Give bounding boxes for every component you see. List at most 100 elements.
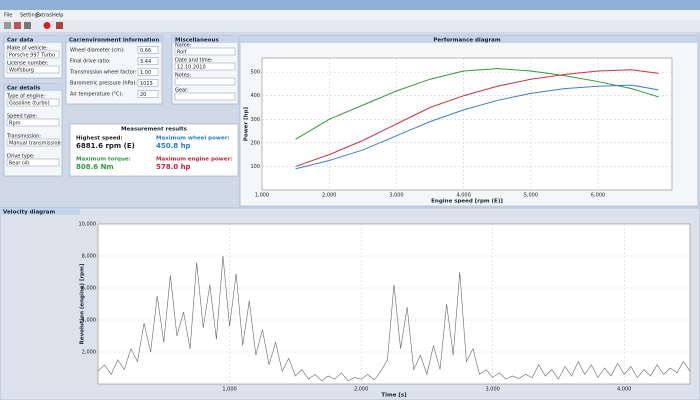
menu-item: File bbox=[4, 13, 12, 19]
plot-area bbox=[261, 57, 673, 191]
field-label: Air temperature (°C): bbox=[70, 92, 123, 98]
menu-item: Settings bbox=[20, 13, 41, 19]
input-value: Wolfsburg bbox=[9, 67, 34, 73]
chart-title: Velocity diagram bbox=[3, 209, 56, 215]
input-field[interactable] bbox=[174, 92, 236, 101]
input-value: 20 bbox=[140, 92, 146, 98]
field-label: License number: bbox=[7, 61, 49, 67]
result-value: 578.0 hp bbox=[156, 163, 191, 171]
x-tick-label: 5,000 bbox=[524, 193, 538, 199]
y-tick-label: 400 bbox=[250, 93, 260, 99]
field-label: Wheel diameter (cm): bbox=[70, 48, 125, 54]
y-tick-label: 8,000 bbox=[82, 254, 96, 260]
x-axis-label: Engine speed [rpm (E)] bbox=[431, 199, 503, 205]
input-field[interactable] bbox=[6, 65, 60, 74]
x-tick-label: 1,000 bbox=[255, 193, 269, 199]
y-tick-label: 300 bbox=[250, 117, 260, 123]
field-label: Transmission: bbox=[6, 134, 41, 140]
panel-header bbox=[4, 84, 62, 91]
x-axis-label: Time [s] bbox=[381, 393, 407, 399]
title-bar bbox=[0, 0, 700, 10]
tool-icon[interactable] bbox=[24, 22, 31, 29]
panel-title: Miscellaneous bbox=[175, 37, 219, 43]
field-label: Drive type: bbox=[7, 154, 35, 160]
input-value: Gasoline (turbo) bbox=[9, 100, 50, 106]
data-line bbox=[295, 69, 659, 167]
field-label: Gear: bbox=[175, 88, 189, 94]
data-line bbox=[295, 68, 659, 140]
input-field[interactable] bbox=[6, 158, 60, 167]
result-label: Maximum wheel power: bbox=[156, 136, 230, 142]
panel-header bbox=[0, 208, 80, 215]
panel-header bbox=[66, 36, 162, 43]
input-value: 0.66 bbox=[140, 48, 151, 54]
x-tick-label: 2,000 bbox=[322, 193, 336, 199]
x-tick-label: 6,000 bbox=[591, 193, 605, 199]
result-value: 808.6 Nm bbox=[76, 163, 114, 171]
tool-icon[interactable] bbox=[4, 22, 11, 29]
x-tick-label: 3,000 bbox=[389, 193, 403, 199]
panel-title: Car details bbox=[7, 85, 41, 91]
result-label: Maximum torque: bbox=[76, 157, 131, 163]
x-tick-label: 1,000 bbox=[222, 387, 236, 393]
field-label: Barometric pressure (hPa): bbox=[70, 81, 137, 87]
x-tick-label: 2,000 bbox=[354, 387, 368, 393]
panel-header bbox=[4, 36, 62, 43]
input-value: Rpm bbox=[9, 120, 21, 126]
menu-item: Help bbox=[52, 13, 63, 19]
y-tick-label: 10,000 bbox=[79, 222, 97, 228]
input-field[interactable] bbox=[174, 77, 236, 86]
input-value: 1013 bbox=[140, 81, 153, 87]
input-value: Rear (4) bbox=[9, 160, 29, 166]
y-tick-label: 6,000 bbox=[82, 286, 96, 292]
input-value: Rolf bbox=[177, 49, 187, 55]
field-label: Make of vehicle: bbox=[7, 46, 48, 52]
panel-header bbox=[240, 36, 698, 43]
input-value: 12.10.2010 bbox=[177, 64, 206, 70]
result-value: 6881.6 rpm (E) bbox=[76, 142, 135, 150]
input-field[interactable] bbox=[6, 50, 60, 59]
input-field[interactable] bbox=[137, 57, 159, 65]
x-tick-label: 4,000 bbox=[456, 193, 470, 199]
field-label: Transmission wheel factor: bbox=[69, 70, 137, 76]
input-field[interactable] bbox=[137, 79, 159, 87]
panel-title: Car/environment information bbox=[69, 37, 159, 43]
menu-bar bbox=[0, 10, 700, 20]
input-value: Manual transmission bbox=[9, 140, 61, 146]
x-tick-label: 4,000 bbox=[617, 387, 631, 393]
y-tick-label: 200 bbox=[250, 140, 260, 146]
field-label: Date and time: bbox=[175, 58, 213, 64]
field-label: Type of engine: bbox=[6, 94, 46, 100]
field-label: Notes: bbox=[175, 73, 191, 79]
y-tick-label: 4,000 bbox=[82, 318, 96, 324]
chart-title: Performance diagram bbox=[433, 37, 501, 43]
input-value: 1.00 bbox=[140, 70, 151, 76]
panel-title: Car data bbox=[7, 37, 34, 43]
tool-icon[interactable] bbox=[14, 22, 21, 29]
input-field[interactable] bbox=[6, 138, 60, 147]
input-field[interactable] bbox=[6, 118, 60, 127]
record-icon[interactable] bbox=[43, 22, 51, 29]
input-field[interactable] bbox=[137, 68, 159, 76]
input-field[interactable] bbox=[174, 47, 236, 56]
input-value: Porsche 997 Turbo bbox=[9, 52, 55, 58]
menu-item: Extras bbox=[36, 13, 52, 19]
panel-title: Measurement results bbox=[121, 127, 188, 133]
result-label: Maximum engine power: bbox=[156, 157, 232, 163]
field-label: Final drive ratio: bbox=[70, 59, 111, 65]
data-line bbox=[97, 255, 691, 382]
input-field[interactable] bbox=[137, 90, 159, 98]
y-axis-label: Power [hp] bbox=[244, 106, 250, 141]
data-line bbox=[295, 84, 659, 170]
y-axis-label: Revolution (engine) [rpm] bbox=[80, 263, 86, 344]
field-label: Speed type: bbox=[7, 114, 37, 120]
result-value: 450.8 hp bbox=[156, 142, 191, 150]
input-field[interactable] bbox=[137, 46, 159, 54]
plot-area bbox=[97, 223, 691, 385]
input-field[interactable] bbox=[174, 62, 236, 71]
input-field[interactable] bbox=[6, 98, 60, 107]
tool-icon[interactable] bbox=[56, 22, 63, 29]
y-tick-label: 100 bbox=[250, 164, 260, 170]
